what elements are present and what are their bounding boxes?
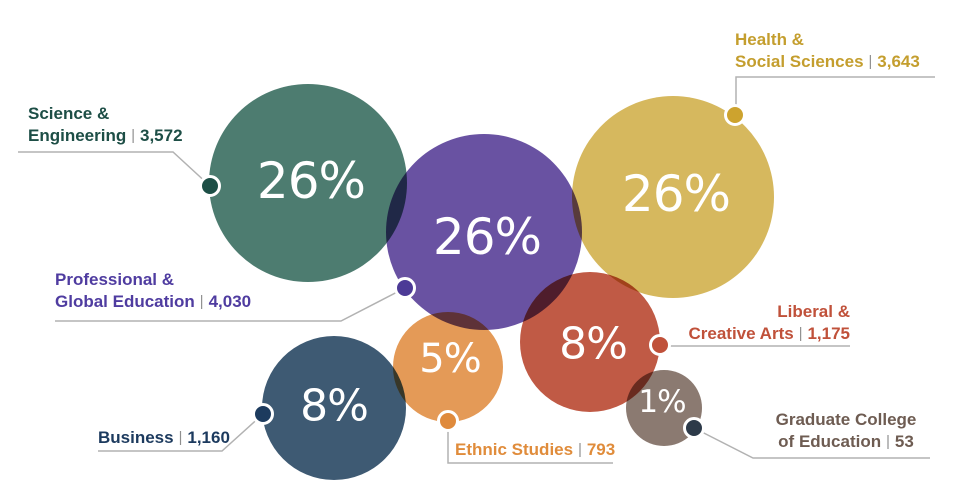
label-line: Creative Arts | 1,175 <box>688 324 850 343</box>
label-line: Science & <box>28 104 110 123</box>
label-line: Professional & <box>55 270 175 289</box>
label-line: Ethnic Studies | 793 <box>455 440 616 459</box>
callout-dot-ethnic <box>437 410 459 432</box>
label-professional-global-education: Professional & Global Education | 4,030 <box>55 269 251 314</box>
separator: | <box>131 128 135 144</box>
leader-line-professional <box>55 287 406 322</box>
callout-dot-graduate <box>683 417 705 439</box>
label-value: 3,572 <box>140 126 183 145</box>
separator: | <box>798 326 803 342</box>
separator: | <box>578 442 582 458</box>
label-line: Global Education | 4,030 <box>55 292 252 311</box>
label-value: 4,030 <box>208 292 252 311</box>
percent-health: 26% <box>621 165 731 223</box>
label-liberal-creative-arts: Liberal & Creative Arts | 1,175 <box>688 301 850 346</box>
separator: | <box>199 294 204 310</box>
label-business: Business | 1,160 <box>98 427 230 450</box>
percent-professional: 26% <box>432 208 542 266</box>
label-ethnic-studies: Ethnic Studies | 793 <box>455 439 615 462</box>
callout-dot-business <box>252 403 274 425</box>
label-line: Liberal & <box>777 302 850 321</box>
label-value: 1,160 <box>187 428 230 447</box>
leader-line-business <box>98 413 264 452</box>
percent-graduate: 1% <box>638 384 686 420</box>
label-line: of Education | 53 <box>778 432 914 451</box>
label-health-social-sciences: Health & Social Sciences | 3,643 <box>735 29 920 74</box>
bubble-health-social-sciences <box>572 96 774 298</box>
bubble-ethnic-studies <box>393 312 503 422</box>
separator: | <box>868 54 873 70</box>
leader-line-ethnic <box>447 421 613 464</box>
separator: | <box>178 430 183 446</box>
bubble-science-engineering <box>209 84 407 282</box>
percent-science: 26% <box>256 152 366 210</box>
label-science-engineering: Science & Engineering | 3,572 <box>28 103 183 148</box>
leader-line-health <box>735 76 935 115</box>
label-line: Graduate College <box>775 410 917 429</box>
callout-dot-science <box>199 175 221 197</box>
callout-dot-liberal <box>649 334 671 356</box>
percent-liberal: 8% <box>559 318 628 370</box>
callout-dot-health <box>724 104 746 126</box>
label-line: Social Sciences | 3,643 <box>735 52 920 71</box>
label-value: 3,643 <box>877 52 920 71</box>
label-line: Engineering | 3,572 <box>28 126 183 145</box>
label-graduate-college-education: Graduate College of Education | 53 <box>758 409 934 454</box>
leader-line-graduate <box>693 427 930 459</box>
label-value: 1,175 <box>807 324 850 343</box>
callout-dot-professional <box>394 277 416 299</box>
label-line: Business | 1,160 <box>98 428 230 447</box>
bubble-business <box>262 336 406 480</box>
separator: | <box>886 434 890 450</box>
percent-business: 8% <box>300 380 369 432</box>
leader-line-science <box>18 151 211 187</box>
label-value: 53 <box>894 432 914 451</box>
percent-ethnic: 5% <box>419 336 481 382</box>
label-value: 793 <box>586 440 616 459</box>
label-line: Health & <box>735 30 804 49</box>
